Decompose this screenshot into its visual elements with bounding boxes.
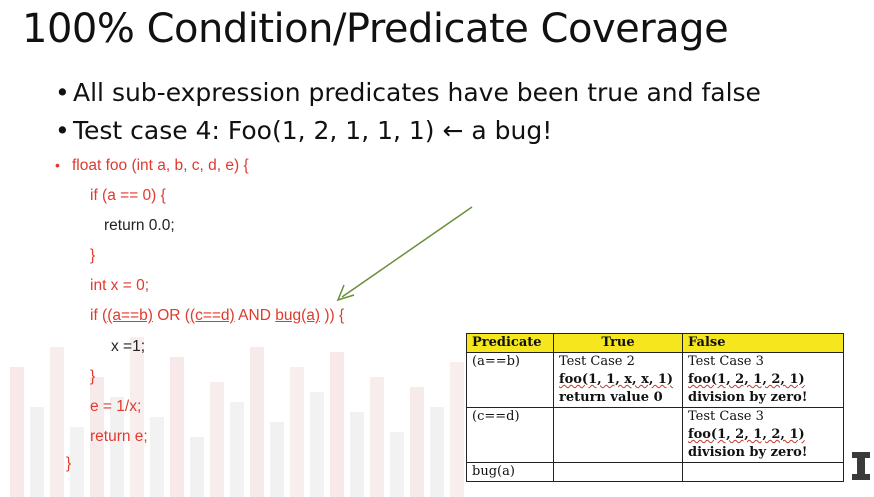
false-cell bbox=[682, 462, 844, 482]
code-close-brace: } bbox=[90, 247, 96, 264]
bullet-dot: • bbox=[55, 157, 60, 173]
code-text: AND bbox=[234, 307, 276, 324]
true-cell bbox=[553, 462, 683, 482]
code-e-calc: e = 1/x; bbox=[90, 398, 142, 415]
annotation-arrow bbox=[336, 206, 473, 302]
bullet-coverage-definition: • All sub-expression predicates have been… bbox=[55, 78, 761, 107]
table-row: (c==d) Test Case 3 foo(1, 2, 1, 2, 1) di… bbox=[466, 407, 844, 463]
condition-a-eq-b: (a==b) bbox=[107, 307, 153, 324]
background-bars bbox=[0, 300, 520, 497]
test-call: foo(1, 2, 1, 2, 1) bbox=[688, 371, 838, 389]
condition-bug-a: bug(a) bbox=[275, 307, 321, 324]
code-text: OR ( bbox=[152, 307, 190, 324]
code-text: float foo (int a, b, c, d, e) { bbox=[72, 157, 249, 174]
university-logo-icon bbox=[852, 452, 870, 480]
test-case-label: Test Case 3 bbox=[688, 354, 764, 369]
code-close-brace: } bbox=[90, 368, 96, 385]
table-row: (a==b) Test Case 2 foo(1, 1, x, x, 1) re… bbox=[466, 352, 844, 408]
test-result: division by zero! bbox=[688, 390, 808, 405]
test-case-label: Test Case 2 bbox=[559, 354, 635, 369]
code-text: if ( bbox=[90, 307, 108, 324]
header-predicate: Predicate bbox=[466, 333, 554, 353]
bullet-test-case-4: • Test case 4: Foo(1, 2, 1, 1, 1) ← a bug… bbox=[55, 116, 552, 145]
code-close-brace: } bbox=[66, 455, 72, 472]
slide-title: 100% Condition/Predicate Coverage bbox=[22, 6, 729, 52]
test-call: foo(1, 2, 1, 2, 1) bbox=[688, 426, 838, 444]
false-cell: Test Case 3 foo(1, 2, 1, 2, 1) division … bbox=[682, 352, 844, 408]
bullet-text: Test case 4: Foo(1, 2, 1, 1, 1) ← a bug! bbox=[73, 116, 553, 145]
predicate-cell: (a==b) bbox=[466, 352, 554, 408]
test-call: foo(1, 1, x, x, 1) bbox=[559, 371, 677, 389]
table-header-row: Predicate True False bbox=[466, 333, 844, 353]
table-row: bug(a) bbox=[466, 462, 844, 482]
test-result: division by zero! bbox=[688, 445, 808, 460]
bullet-dot: • bbox=[55, 116, 70, 145]
code-signature: • float foo (int a, b, c, d, e) { bbox=[55, 157, 249, 175]
true-cell bbox=[553, 407, 683, 463]
header-true: True bbox=[553, 333, 683, 353]
test-result: return value 0 bbox=[559, 390, 663, 405]
condition-c-eq-d: (c==d) bbox=[189, 307, 235, 324]
predicate-cell: bug(a) bbox=[466, 462, 554, 482]
code-int-x: int x = 0; bbox=[90, 277, 150, 294]
true-cell: Test Case 2 foo(1, 1, x, x, 1) return va… bbox=[553, 352, 683, 408]
code-return-e: return e; bbox=[90, 428, 148, 445]
test-case-label: Test Case 3 bbox=[688, 409, 764, 424]
code-x-assign: x =1; bbox=[111, 338, 146, 355]
predicate-coverage-table: Predicate True False (a==b) Test Case 2 … bbox=[466, 333, 844, 482]
code-return-zero: return 0.0; bbox=[104, 217, 175, 234]
code-text: )) { bbox=[320, 307, 345, 324]
test-call-text: foo(1, 1, x, x, 1) bbox=[559, 372, 674, 387]
bullet-text: All sub-expression predicates have been … bbox=[73, 78, 761, 107]
test-call-text: foo(1, 2, 1, 2, 1) bbox=[688, 372, 805, 387]
code-if-a-zero: if (a == 0) { bbox=[90, 187, 166, 204]
header-false: False bbox=[682, 333, 844, 353]
code-if-condition: if ((a==b) OR ((c==d) AND bug(a) )) { bbox=[90, 307, 344, 325]
test-call-text: foo(1, 2, 1, 2, 1) bbox=[688, 427, 805, 442]
bullet-dot: • bbox=[55, 78, 70, 107]
false-cell: Test Case 3 foo(1, 2, 1, 2, 1) division … bbox=[682, 407, 844, 463]
predicate-cell: (c==d) bbox=[466, 407, 554, 463]
